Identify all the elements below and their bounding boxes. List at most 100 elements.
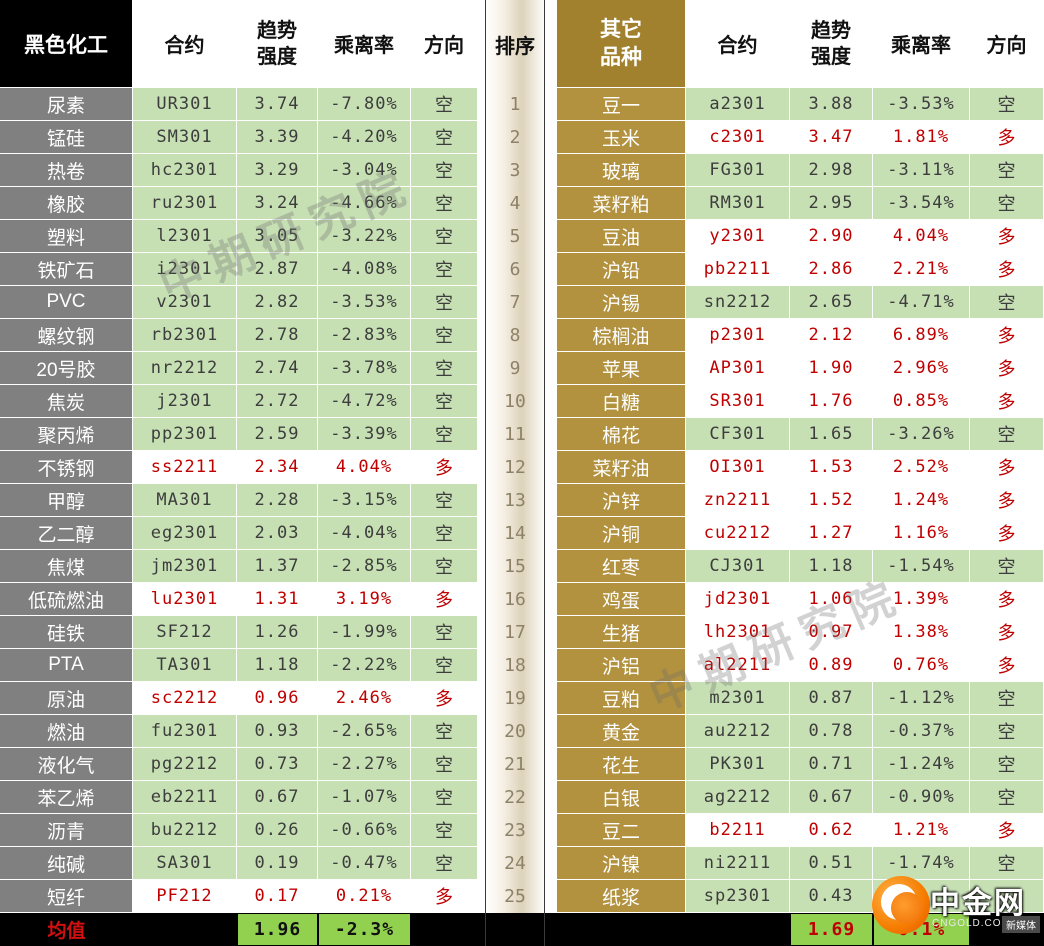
strength-cell: 0.62 — [790, 814, 873, 847]
deviation-cell: -3.15% — [318, 484, 411, 517]
table-row: 甲醇 MA301 2.28 -3.15% 空 — [0, 484, 478, 517]
strength-cell: 2.82 — [237, 286, 318, 319]
rank-cell: 25 — [504, 886, 526, 907]
contract-cell: jd2301 — [686, 583, 790, 616]
contract-cell: OI301 — [686, 451, 790, 484]
table-row: 玻璃 FG301 2.98 -3.11% 空 — [557, 154, 1044, 187]
strength-cell: 2.34 — [237, 451, 318, 484]
right-table-body: 豆一 a2301 3.88 -3.53% 空 玉米 c2301 3.47 1.8… — [557, 88, 1044, 913]
deviation-cell: 0.76% — [873, 649, 970, 682]
strength-cell: 0.17 — [237, 880, 318, 913]
deviation-cell: -1.24% — [873, 748, 970, 781]
contract-cell: a2301 — [686, 88, 790, 121]
deviation-cell: -3.22% — [318, 220, 411, 253]
rank-cell: 16 — [504, 589, 526, 610]
contract-cell: ss2211 — [133, 451, 237, 484]
variety-name: 塑料 — [0, 220, 133, 253]
strength-cell: 0.78 — [790, 715, 873, 748]
table-row: 沥青 bu2212 0.26 -0.66% 空 — [0, 814, 478, 847]
table-row: 玉米 c2301 3.47 1.81% 多 — [557, 121, 1044, 154]
direction-cell: 多 — [970, 616, 1044, 649]
variety-name: 液化气 — [0, 748, 133, 781]
contract-cell: y2301 — [686, 220, 790, 253]
variety-name: 沪锡 — [557, 286, 686, 319]
deviation-cell: 3.19% — [318, 583, 411, 616]
contract-cell: lu2301 — [133, 583, 237, 616]
deviation-cell: -3.26% — [873, 418, 970, 451]
strength-cell: 0.26 — [237, 814, 318, 847]
deviation-cell: 4.04% — [873, 220, 970, 253]
variety-name: 鸡蛋 — [557, 583, 686, 616]
contract-cell: PK301 — [686, 748, 790, 781]
table-row: 焦炭 j2301 2.72 -4.72% 空 — [0, 385, 478, 418]
table-row: 锰硅 SM301 3.39 -4.20% 空 — [0, 121, 478, 154]
contract-cell: sp2301 — [686, 880, 790, 913]
deviation-column-header: 乘离率 — [873, 0, 970, 88]
strength-cell: 0.89 — [790, 649, 873, 682]
contract-cell: MA301 — [133, 484, 237, 517]
variety-name: 沪铅 — [557, 253, 686, 286]
variety-name: 焦煤 — [0, 550, 133, 583]
contract-cell: pp2301 — [133, 418, 237, 451]
direction-cell: 多 — [970, 484, 1044, 517]
direction-cell: 空 — [970, 418, 1044, 451]
table-row: 原油 sc2212 0.96 2.46% 多 — [0, 682, 478, 715]
contract-cell: fu2301 — [133, 715, 237, 748]
contract-cell: CF301 — [686, 418, 790, 451]
table-row: 豆粕 m2301 0.87 -1.12% 空 — [557, 682, 1044, 715]
contract-cell: lh2301 — [686, 616, 790, 649]
rank-cell: 23 — [504, 820, 526, 841]
direction-cell: 多 — [411, 682, 478, 715]
rank-cell: 24 — [504, 853, 526, 874]
strength-cell: 0.67 — [237, 781, 318, 814]
strength-cell: 0.96 — [237, 682, 318, 715]
table-row: 短纤 PF212 0.17 0.21% 多 — [0, 880, 478, 913]
other-varieties-table: 其它品种 合约 趋势强度 乘离率 方向 豆一 a2301 3.88 -3.53%… — [557, 0, 1044, 946]
contract-cell: au2212 — [686, 715, 790, 748]
direction-cell: 空 — [411, 616, 478, 649]
variety-name: 苯乙烯 — [0, 781, 133, 814]
contract-cell: al2211 — [686, 649, 790, 682]
variety-name: 豆油 — [557, 220, 686, 253]
direction-cell: 多 — [970, 319, 1044, 352]
direction-cell: 多 — [970, 385, 1044, 418]
direction-cell: 空 — [411, 154, 478, 187]
variety-name: 玉米 — [557, 121, 686, 154]
table-row: 红枣 CJ301 1.18 -1.54% 空 — [557, 550, 1044, 583]
deviation-cell: 1.24% — [873, 484, 970, 517]
rank-cell: 3 — [509, 160, 521, 181]
contract-cell: pg2212 — [133, 748, 237, 781]
rank-cell: 21 — [504, 754, 526, 775]
contract-cell: eb2211 — [133, 781, 237, 814]
direction-cell: 空 — [411, 187, 478, 220]
strength-cell: 1.06 — [790, 583, 873, 616]
table-row: 尿素 UR301 3.74 -7.80% 空 — [0, 88, 478, 121]
strength-cell: 2.28 — [237, 484, 318, 517]
logo-tag: 新媒体 — [1002, 916, 1040, 933]
direction-cell: 空 — [970, 781, 1044, 814]
strength-cell: 0.19 — [237, 847, 318, 880]
variety-name: 生猪 — [557, 616, 686, 649]
rank-cell: 4 — [509, 193, 521, 214]
direction-cell: 空 — [970, 187, 1044, 220]
variety-name: 尿素 — [0, 88, 133, 121]
strength-cell: 1.18 — [790, 550, 873, 583]
average-strength: 1.96 — [237, 913, 318, 946]
deviation-cell: 6.89% — [873, 319, 970, 352]
variety-name: 纯碱 — [0, 847, 133, 880]
strength-cell: 0.87 — [790, 682, 873, 715]
variety-name: 焦炭 — [0, 385, 133, 418]
footer-spacer — [686, 913, 790, 946]
strength-cell: 1.18 — [237, 649, 318, 682]
direction-cell: 空 — [411, 352, 478, 385]
strength-cell: 0.97 — [790, 616, 873, 649]
deviation-cell: -3.54% — [873, 187, 970, 220]
variety-name: 原油 — [0, 682, 133, 715]
deviation-cell: 1.81% — [873, 121, 970, 154]
average-label: 均值 — [0, 913, 133, 946]
direction-cell: 空 — [970, 682, 1044, 715]
direction-cell: 空 — [411, 286, 478, 319]
deviation-cell: 2.52% — [873, 451, 970, 484]
deviation-cell: -3.11% — [873, 154, 970, 187]
